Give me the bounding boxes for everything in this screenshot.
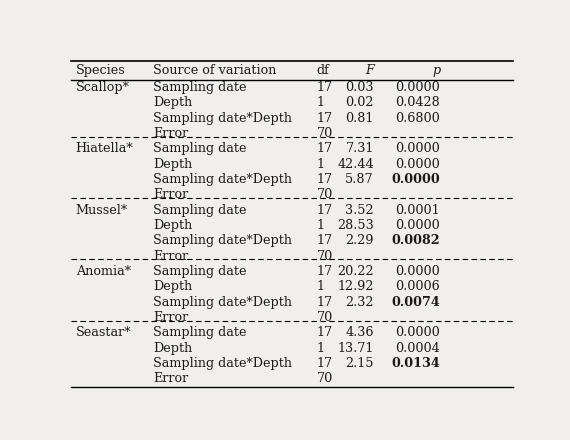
Text: F: F	[365, 64, 374, 77]
Text: Sampling date: Sampling date	[153, 265, 246, 278]
Text: df: df	[316, 64, 329, 77]
Text: Depth: Depth	[153, 280, 192, 293]
Text: Depth: Depth	[153, 219, 192, 232]
Text: Error: Error	[153, 127, 188, 140]
Text: Sampling date*Depth: Sampling date*Depth	[153, 235, 292, 247]
Text: 17: 17	[316, 81, 332, 94]
Text: 17: 17	[316, 204, 332, 217]
Text: Seastar*: Seastar*	[76, 326, 131, 339]
Text: 42.44: 42.44	[337, 158, 374, 171]
Text: 7.31: 7.31	[345, 143, 374, 155]
Text: 2.29: 2.29	[345, 235, 374, 247]
Text: Sampling date*Depth: Sampling date*Depth	[153, 357, 292, 370]
Text: Depth: Depth	[153, 158, 192, 171]
Text: 0.6800: 0.6800	[396, 112, 440, 125]
Text: 17: 17	[316, 326, 332, 339]
Text: 70: 70	[316, 311, 333, 324]
Text: 0.0082: 0.0082	[392, 235, 440, 247]
Text: 70: 70	[316, 250, 333, 263]
Text: Sampling date*Depth: Sampling date*Depth	[153, 112, 292, 125]
Text: 12.92: 12.92	[337, 280, 374, 293]
Text: 0.81: 0.81	[345, 112, 374, 125]
Text: Sampling date: Sampling date	[153, 143, 246, 155]
Text: 0.0004: 0.0004	[396, 342, 440, 355]
Text: 0.03: 0.03	[345, 81, 374, 94]
Text: 0.0000: 0.0000	[396, 265, 440, 278]
Text: 3.52: 3.52	[345, 204, 374, 217]
Text: Sampling date: Sampling date	[153, 326, 246, 339]
Text: 0.0000: 0.0000	[392, 173, 440, 186]
Text: 0.0000: 0.0000	[396, 326, 440, 339]
Text: Hiatella*: Hiatella*	[76, 143, 133, 155]
Text: 0.0074: 0.0074	[392, 296, 440, 309]
Text: 17: 17	[316, 265, 332, 278]
Text: 2.15: 2.15	[345, 357, 374, 370]
Text: 0.0134: 0.0134	[392, 357, 440, 370]
Text: Depth: Depth	[153, 96, 192, 110]
Text: 70: 70	[316, 372, 333, 385]
Text: 28.53: 28.53	[337, 219, 374, 232]
Text: Mussel*: Mussel*	[76, 204, 128, 217]
Text: 1: 1	[316, 158, 324, 171]
Text: 0.0428: 0.0428	[396, 96, 440, 110]
Text: Depth: Depth	[153, 342, 192, 355]
Text: 1: 1	[316, 219, 324, 232]
Text: Scallop*: Scallop*	[76, 81, 129, 94]
Text: 0.0006: 0.0006	[396, 280, 440, 293]
Text: Anomia*: Anomia*	[76, 265, 131, 278]
Text: 70: 70	[316, 127, 333, 140]
Text: 0.0000: 0.0000	[396, 143, 440, 155]
Text: Sampling date*Depth: Sampling date*Depth	[153, 173, 292, 186]
Text: 0.0000: 0.0000	[396, 158, 440, 171]
Text: 17: 17	[316, 357, 332, 370]
Text: Source of variation: Source of variation	[153, 64, 276, 77]
Text: 13.71: 13.71	[337, 342, 374, 355]
Text: 5.87: 5.87	[345, 173, 374, 186]
Text: 0.02: 0.02	[345, 96, 374, 110]
Text: p: p	[432, 64, 440, 77]
Text: 0.0000: 0.0000	[396, 81, 440, 94]
Text: Sampling date: Sampling date	[153, 204, 246, 217]
Text: Error: Error	[153, 250, 188, 263]
Text: Species: Species	[76, 64, 125, 77]
Text: 17: 17	[316, 112, 332, 125]
Text: 17: 17	[316, 235, 332, 247]
Text: 17: 17	[316, 143, 332, 155]
Text: 17: 17	[316, 173, 332, 186]
Text: 20.22: 20.22	[337, 265, 374, 278]
Text: Error: Error	[153, 311, 188, 324]
Text: 17: 17	[316, 296, 332, 309]
Text: 0.0001: 0.0001	[396, 204, 440, 217]
Text: Sampling date: Sampling date	[153, 81, 246, 94]
Text: 70: 70	[316, 188, 333, 202]
Text: 1: 1	[316, 342, 324, 355]
Text: Error: Error	[153, 372, 188, 385]
Text: 2.32: 2.32	[345, 296, 374, 309]
Text: Error: Error	[153, 188, 188, 202]
Text: 4.36: 4.36	[345, 326, 374, 339]
Text: 1: 1	[316, 280, 324, 293]
Text: Sampling date*Depth: Sampling date*Depth	[153, 296, 292, 309]
Text: 0.0000: 0.0000	[396, 219, 440, 232]
Text: 1: 1	[316, 96, 324, 110]
